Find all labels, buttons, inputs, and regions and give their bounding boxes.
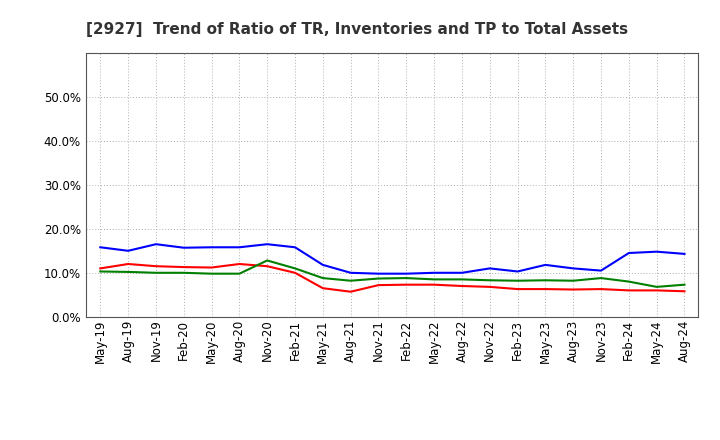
Trade Receivables [96, 266, 104, 271]
Inventories [624, 250, 633, 256]
Trade Payables [124, 269, 132, 275]
Trade Receivables [263, 264, 271, 269]
Trade Payables [569, 278, 577, 283]
Trade Payables [263, 258, 271, 263]
Inventories [458, 270, 467, 275]
Trade Payables [597, 275, 606, 281]
Inventories [374, 271, 383, 276]
Trade Payables [430, 277, 438, 282]
Trade Payables [652, 284, 661, 290]
Trade Payables [485, 278, 494, 283]
Inventories [207, 245, 216, 250]
Inventories [346, 270, 355, 275]
Trade Receivables [235, 261, 243, 267]
Trade Receivables [374, 282, 383, 288]
Trade Payables [291, 266, 300, 271]
Trade Receivables [569, 287, 577, 292]
Trade Payables [96, 269, 104, 274]
Trade Receivables [458, 283, 467, 289]
Trade Receivables [513, 286, 522, 292]
Trade Receivables [207, 265, 216, 270]
Inventories [402, 271, 410, 276]
Inventories [485, 266, 494, 271]
Inventories [430, 270, 438, 275]
Inventories [652, 249, 661, 254]
Trade Receivables [402, 282, 410, 287]
Trade Payables [179, 270, 188, 275]
Trade Receivables [179, 264, 188, 270]
Trade Payables [624, 279, 633, 284]
Trade Payables [152, 270, 161, 275]
Text: [2927]  Trend of Ratio of TR, Inventories and TP to Total Assets: [2927] Trend of Ratio of TR, Inventories… [86, 22, 629, 37]
Trade Receivables [541, 286, 550, 292]
Inventories [680, 251, 689, 257]
Trade Payables [207, 271, 216, 276]
Trade Payables [374, 276, 383, 281]
Inventories [541, 262, 550, 268]
Inventories [513, 269, 522, 274]
Trade Payables [513, 278, 522, 283]
Inventories [569, 266, 577, 271]
Inventories [235, 245, 243, 250]
Trade Payables [402, 275, 410, 281]
Line: Trade Payables: Trade Payables [100, 260, 685, 287]
Inventories [179, 245, 188, 250]
Trade Payables [235, 271, 243, 276]
Line: Trade Receivables: Trade Receivables [100, 264, 685, 292]
Inventories [96, 245, 104, 250]
Trade Receivables [318, 286, 327, 291]
Trade Receivables [485, 284, 494, 290]
Inventories [291, 245, 300, 250]
Inventories [318, 262, 327, 268]
Trade Receivables [124, 261, 132, 267]
Trade Payables [680, 282, 689, 287]
Trade Receivables [680, 289, 689, 294]
Trade Receivables [597, 286, 606, 292]
Trade Receivables [346, 289, 355, 294]
Trade Receivables [291, 270, 300, 275]
Trade Payables [318, 275, 327, 281]
Trade Receivables [624, 288, 633, 293]
Inventories [152, 242, 161, 247]
Trade Receivables [152, 264, 161, 269]
Trade Payables [458, 277, 467, 282]
Trade Receivables [652, 288, 661, 293]
Inventories [124, 248, 132, 253]
Trade Payables [541, 278, 550, 283]
Trade Payables [346, 278, 355, 283]
Trade Receivables [430, 282, 438, 287]
Line: Inventories: Inventories [100, 244, 685, 274]
Inventories [263, 242, 271, 247]
Inventories [597, 268, 606, 273]
